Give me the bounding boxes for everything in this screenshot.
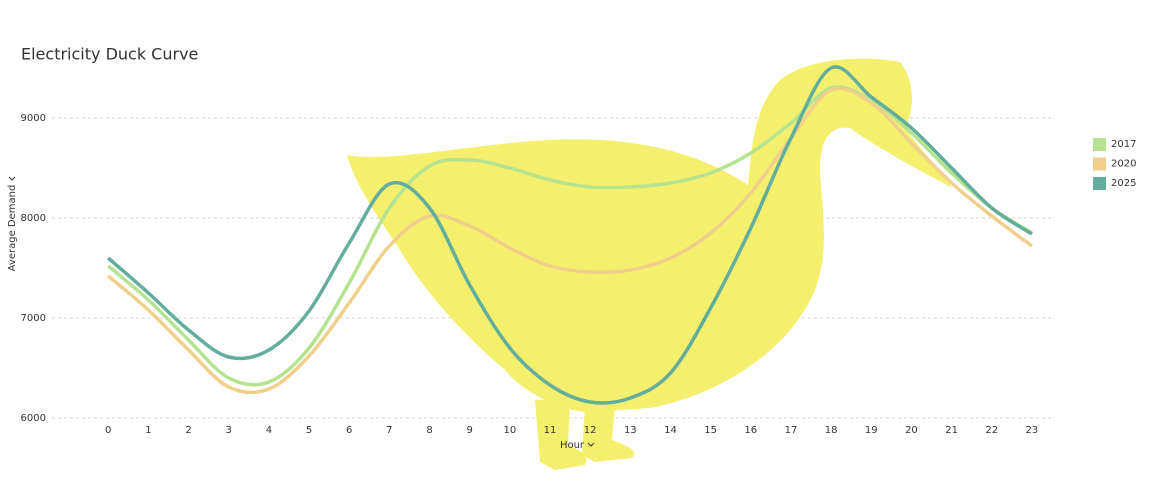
- legend-label[interactable]: 2025: [1111, 178, 1136, 189]
- x-tick-label: 10: [503, 425, 516, 436]
- x-tick-label: 12: [584, 425, 597, 436]
- x-axis-label[interactable]: Hour: [560, 440, 585, 451]
- x-tick-label: 6: [346, 425, 352, 436]
- x-tick-label: 18: [825, 425, 838, 436]
- x-tick-label: 3: [226, 425, 232, 436]
- x-tick-label: 9: [466, 425, 472, 436]
- x-tick-label: 8: [426, 425, 432, 436]
- x-tick-label: 5: [306, 425, 312, 436]
- legend-swatch: [1093, 157, 1106, 171]
- y-tick-label: 8000: [21, 213, 46, 224]
- y-axis-label: Average Demand: [7, 185, 18, 272]
- y-axis-label-group: Average Demand: [7, 176, 18, 272]
- duck-illustration: [347, 58, 952, 470]
- x-tick-label: 23: [1026, 425, 1039, 436]
- x-tick-label: 19: [865, 425, 878, 436]
- x-tick-label: 7: [386, 425, 392, 436]
- series-line: [107, 86, 1033, 395]
- dropdown-chevron[interactable]: [587, 442, 595, 447]
- x-tick-label: 11: [544, 425, 557, 436]
- x-tick-label: 21: [945, 425, 958, 436]
- legend-swatch: [1093, 138, 1106, 151]
- x-tick-label: 20: [905, 425, 918, 436]
- x-tick-label: 1: [145, 425, 151, 436]
- legend-label[interactable]: 2020: [1111, 159, 1136, 170]
- y-tick-label: 6000: [21, 413, 46, 424]
- dropdown-chevron[interactable]: [8, 176, 16, 181]
- series-line: [107, 65, 1033, 405]
- x-tick-label: 16: [744, 425, 757, 436]
- x-tick-label: 22: [985, 425, 998, 436]
- legend-label[interactable]: 2017: [1111, 139, 1136, 150]
- x-tick-label: 0: [105, 425, 111, 436]
- legend-swatch: [1093, 177, 1106, 190]
- chart-title: Electricity Duck Curve: [21, 45, 198, 64]
- x-tick-label: 4: [266, 425, 272, 436]
- y-tick-label: 7000: [21, 313, 46, 324]
- x-tick-label: 14: [664, 425, 677, 436]
- x-tick-label: 17: [785, 425, 798, 436]
- x-tick-label: 15: [704, 425, 717, 436]
- x-tick-label: 13: [624, 425, 637, 436]
- series-line: [107, 85, 1033, 387]
- y-tick-label: 9000: [21, 113, 46, 124]
- x-tick-label: 2: [185, 425, 191, 436]
